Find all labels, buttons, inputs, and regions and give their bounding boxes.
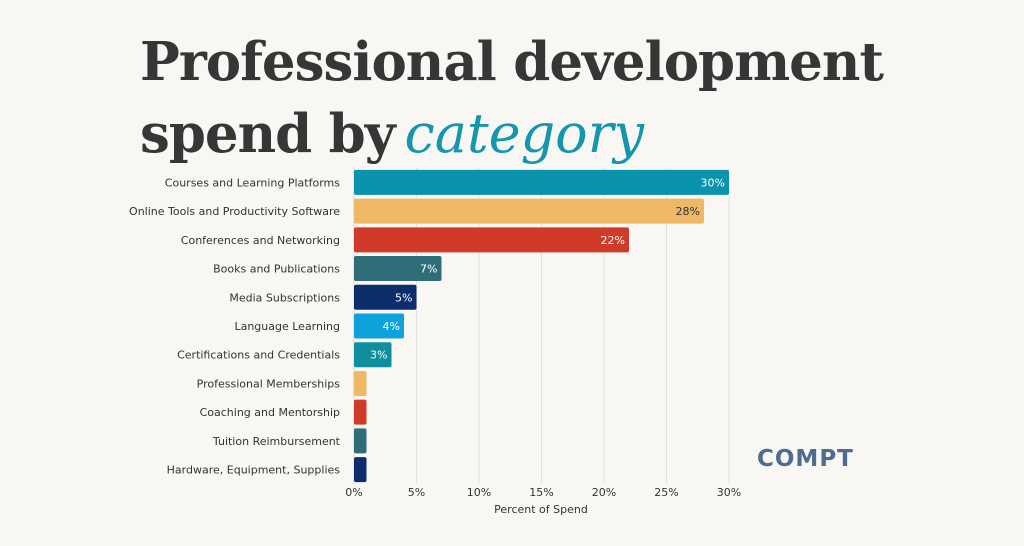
category-label: Tuition Reimbursement (212, 435, 341, 448)
data-label: 5% (395, 291, 412, 304)
bar (354, 256, 442, 282)
bar (354, 399, 367, 425)
x-tick-label: 10% (467, 486, 491, 499)
bar (354, 284, 417, 310)
category-label: Courses and Learning Platforms (165, 176, 340, 189)
bar (354, 342, 392, 368)
data-label: 3% (370, 349, 387, 362)
title-line-2-text: spend by (140, 103, 396, 165)
category-label: Conferences and Networking (181, 234, 340, 247)
title-line-1: Professional development (140, 31, 884, 93)
x-tick-label: 25% (654, 486, 678, 499)
x-tick-label: 5% (408, 486, 425, 499)
bar (354, 428, 367, 454)
bar (354, 370, 367, 396)
bar (354, 457, 367, 483)
category-label: Professional Memberships (197, 377, 341, 390)
data-label: 7% (420, 263, 437, 276)
category-label: Media Subscriptions (229, 291, 340, 304)
category-label: Books and Publications (213, 263, 340, 276)
x-axis-title: Percent of Spend (494, 503, 588, 516)
bars: 30% 28% 22% 7% 5% 4% 3% (354, 169, 729, 483)
data-label: 4% (383, 320, 400, 333)
bar (354, 313, 404, 339)
category-labels: Courses and Learning Platforms Online Too… (129, 176, 341, 476)
bar (354, 198, 704, 224)
x-axis-ticks: 0% 5% 10% 15% 20% 25% 30% (345, 486, 741, 499)
data-label: 22% (601, 234, 625, 247)
title-accent: category (404, 102, 645, 165)
category-label: Hardware, Equipment, Supplies (167, 464, 341, 477)
category-label: Coaching and Mentorship (200, 406, 340, 419)
data-label: 30% (701, 176, 725, 189)
x-tick-label: 30% (717, 486, 741, 499)
x-tick-label: 0% (345, 486, 362, 499)
bar (354, 169, 729, 195)
x-tick-label: 15% (529, 486, 553, 499)
bar (354, 227, 629, 253)
x-tick-label: 20% (592, 486, 616, 499)
data-label: 28% (676, 205, 700, 218)
category-label: Online Tools and Productivity Software (129, 205, 340, 218)
compt-logo: COMPT (757, 446, 854, 472)
title-line-2: spend by category (140, 107, 644, 161)
category-label: Certifications and Credentials (177, 349, 340, 362)
category-label: Language Learning (234, 320, 340, 333)
